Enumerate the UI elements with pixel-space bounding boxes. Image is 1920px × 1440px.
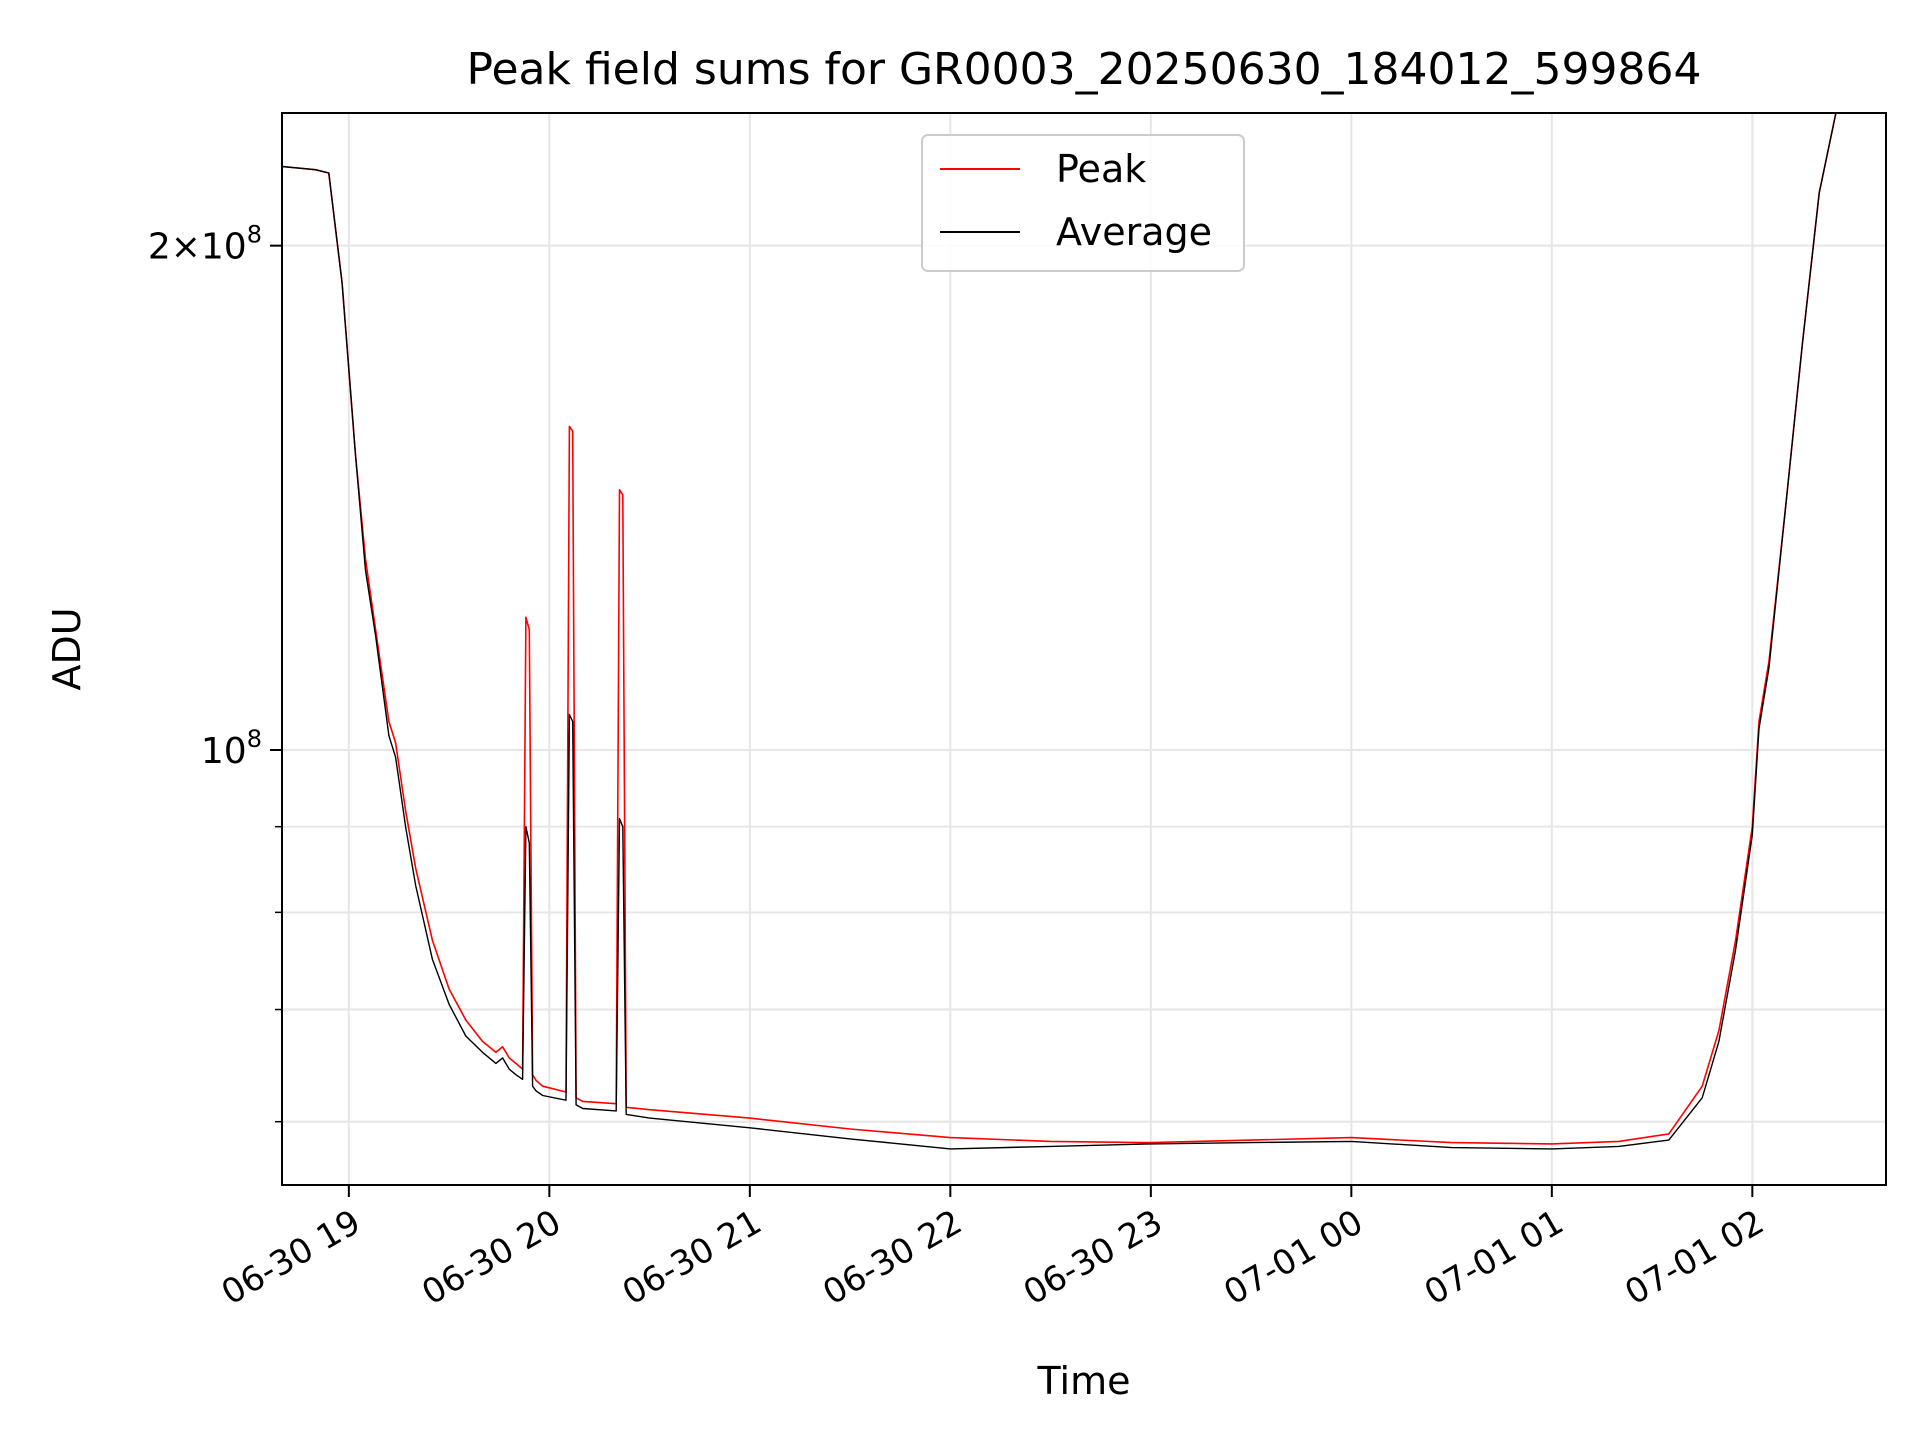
series-line-average xyxy=(282,113,1837,1150)
chart-title: Peak field sums for GR0003_20250630_1840… xyxy=(467,44,1702,95)
y-axis-label: ADU xyxy=(45,607,89,690)
series-line-peak xyxy=(282,113,1837,1145)
legend: Peak Average xyxy=(921,134,1245,272)
x-axis-label: Time xyxy=(1037,1359,1131,1403)
y-tick-label: 2×108 xyxy=(148,221,262,268)
legend-label-peak: Peak xyxy=(1056,147,1146,191)
series-layer xyxy=(282,113,1837,1150)
y-tick-label: 108 xyxy=(201,725,262,772)
y-axis-ticks: 108 2×108 xyxy=(148,221,282,1123)
plot-area-frame xyxy=(281,112,1887,1186)
legend-label-average: Average xyxy=(1056,210,1212,254)
